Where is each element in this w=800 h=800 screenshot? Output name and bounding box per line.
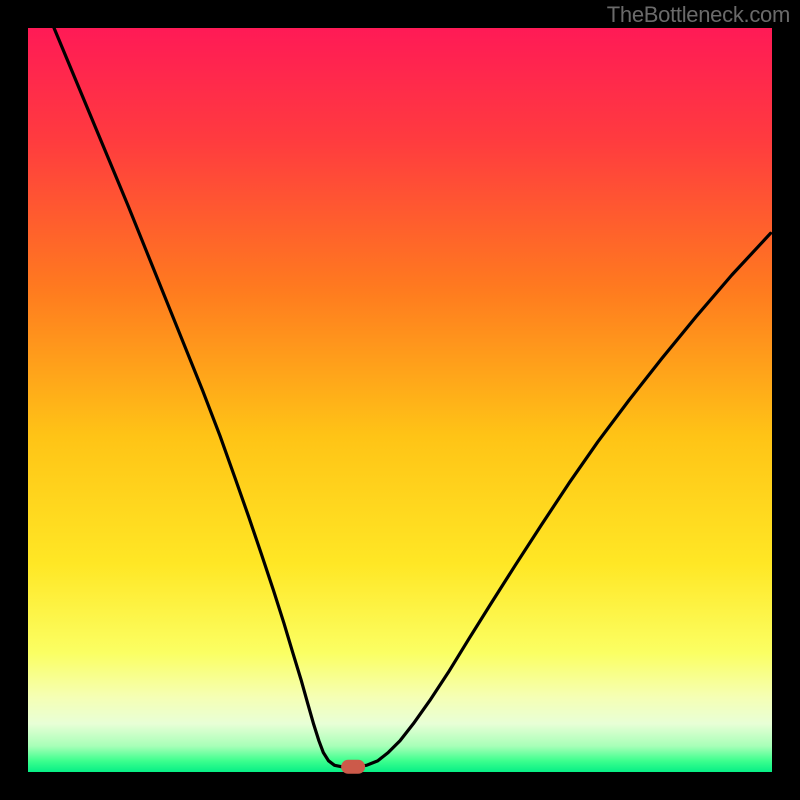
bottleneck-chart: TheBottleneck.com (0, 0, 800, 800)
optimum-marker (341, 760, 365, 774)
plot-background (28, 28, 772, 772)
chart-svg (0, 0, 800, 800)
